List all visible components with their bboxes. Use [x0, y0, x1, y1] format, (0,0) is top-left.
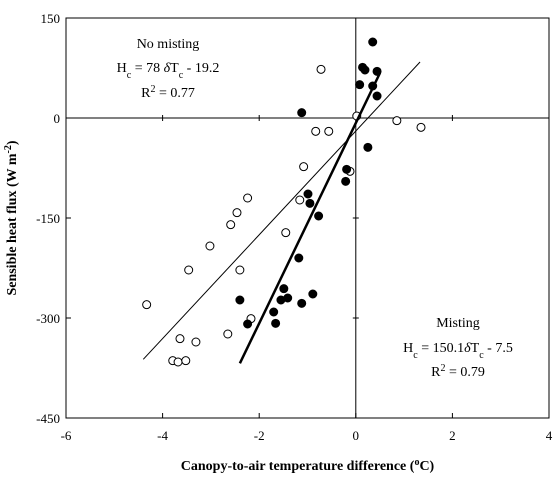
open-point: [324, 126, 334, 136]
filled-point: [308, 289, 318, 299]
y-tick-label: -150: [36, 211, 60, 226]
text-part: ): [5, 140, 20, 145]
annotation: Misting: [436, 316, 480, 331]
text-part: H: [403, 341, 413, 356]
text-part: c: [127, 70, 132, 81]
y-tick-label: 0: [54, 111, 61, 126]
annotation: Hc = 150.1δTc - 7.5: [403, 341, 513, 361]
plot-frame: [65, 17, 550, 419]
x-tick-label: -4: [157, 428, 168, 443]
text-part: -2: [3, 145, 14, 153]
text-part: No misting: [137, 37, 200, 52]
annotation: Hc = 78 δTc - 19.2: [117, 61, 220, 81]
filled-point: [297, 108, 307, 118]
open-point: [232, 208, 242, 218]
filled-point: [360, 65, 370, 75]
filled-point: [368, 81, 378, 91]
y-tick-label: -450: [36, 411, 60, 426]
text-part: Misting: [436, 316, 480, 331]
filled-point: [305, 198, 315, 208]
text-part: = 150.1: [418, 341, 464, 356]
text-part: = 78: [131, 61, 163, 76]
filled-point: [269, 307, 279, 317]
text-part: R: [141, 86, 151, 101]
x-tick-label: -6: [61, 428, 72, 443]
filled-point: [372, 66, 382, 76]
open-point: [191, 337, 201, 347]
y-axis-label: Sensible heat flux (W m-2): [3, 140, 21, 295]
open-point: [226, 220, 236, 230]
text-part: δ: [164, 61, 171, 76]
open-point: [295, 195, 305, 205]
filled-point: [297, 298, 307, 308]
filled-point: [271, 318, 281, 328]
filled-point: [314, 211, 324, 221]
text-part: c: [179, 70, 184, 81]
text-part: T: [170, 61, 179, 76]
text-part: Sensible heat flux (W m: [5, 153, 20, 295]
x-tick-label: 0: [353, 428, 360, 443]
open-point: [316, 64, 326, 74]
text-part: C): [419, 459, 434, 474]
text-part: 2: [440, 363, 445, 374]
filled-point: [355, 80, 365, 90]
fit-line: [142, 61, 421, 360]
text-part: o: [414, 457, 419, 468]
annotation: R2 = 0.79: [431, 363, 485, 381]
open-point: [243, 193, 253, 203]
text-part: 2: [150, 84, 155, 95]
filled-point: [276, 295, 286, 305]
y-tick-label: 150: [41, 11, 61, 26]
filled-point: [294, 253, 304, 263]
text-part: T: [471, 341, 480, 356]
open-point: [181, 356, 191, 366]
filled-point: [363, 142, 373, 152]
open-point: [184, 265, 194, 275]
x-axis-label: Canopy-to-air temperature difference (oC…: [181, 457, 435, 475]
open-point: [205, 241, 215, 251]
filled-point: [235, 295, 245, 305]
filled-point: [342, 164, 352, 174]
x-tick-label: -2: [254, 428, 265, 443]
open-point: [223, 329, 233, 339]
text-part: = 0.79: [445, 365, 484, 380]
open-point: [175, 334, 185, 344]
x-tick-label: 4: [546, 428, 553, 443]
open-point: [299, 162, 309, 172]
text-part: R: [431, 365, 441, 380]
open-point: [416, 122, 426, 132]
text-part: = 0.77: [155, 86, 194, 101]
filled-point: [303, 189, 313, 199]
text-part: δ: [464, 341, 471, 356]
y-tick-label: -300: [36, 311, 60, 326]
open-point: [142, 300, 152, 310]
filled-point: [372, 91, 382, 101]
filled-point: [243, 319, 253, 329]
fit-line: [238, 72, 382, 364]
text-part: - 19.2: [183, 61, 219, 76]
annotation: R2 = 0.77: [141, 84, 195, 102]
filled-point: [279, 284, 289, 294]
open-point: [235, 265, 245, 275]
open-point: [173, 357, 183, 367]
filled-point: [368, 37, 378, 47]
open-point: [311, 126, 321, 136]
open-point: [392, 116, 402, 126]
text-part: H: [117, 61, 127, 76]
text-part: - 7.5: [484, 341, 513, 356]
text-part: Canopy-to-air temperature difference (: [181, 459, 415, 474]
text-part: c: [479, 350, 484, 361]
text-part: c: [413, 350, 418, 361]
filled-point: [341, 176, 351, 186]
open-point: [281, 228, 291, 238]
annotation: No misting: [137, 37, 200, 52]
x-tick-label: 2: [449, 428, 456, 443]
